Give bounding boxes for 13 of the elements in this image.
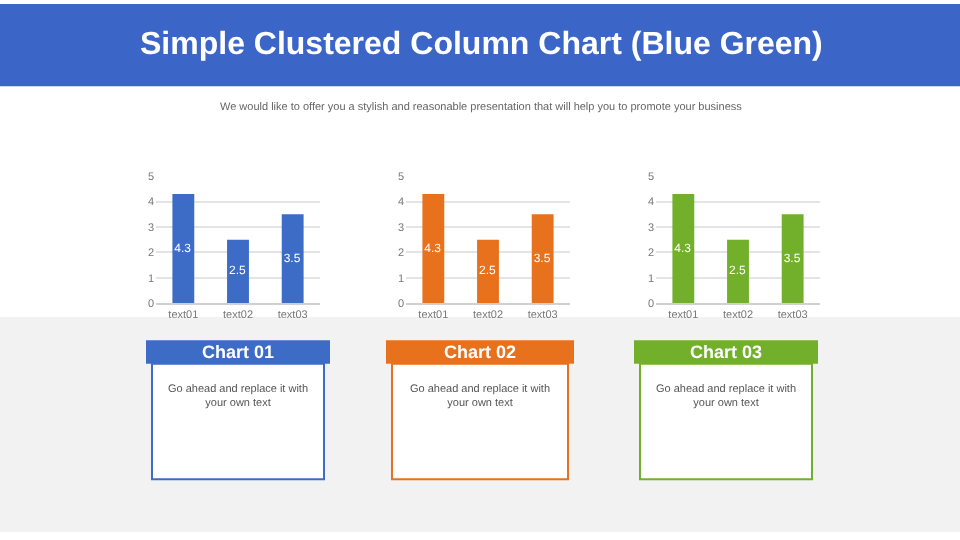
bar (281, 214, 304, 304)
bar (781, 214, 804, 304)
bar (531, 214, 554, 304)
bar (227, 239, 249, 304)
text: Chart 01 (202, 342, 275, 362)
text: Chart 02 (444, 342, 517, 362)
text: Simple Clustered Column Chart (Blue Green) (140, 28, 823, 62)
text: Chart 03 (690, 342, 763, 362)
bar (477, 239, 499, 304)
bar (422, 193, 445, 304)
bar (672, 193, 695, 304)
bar (172, 193, 195, 304)
bar (727, 239, 749, 304)
